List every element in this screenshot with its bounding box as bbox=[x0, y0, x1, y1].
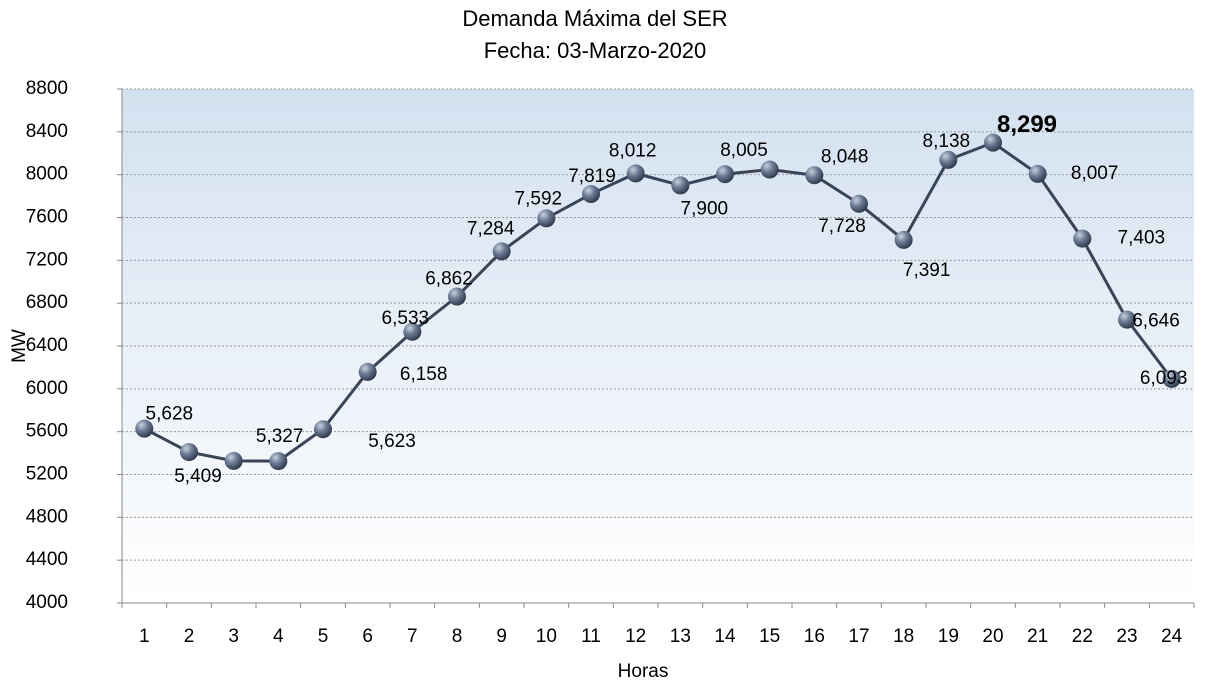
marker bbox=[805, 166, 824, 185]
marker bbox=[492, 242, 511, 261]
data-label: 8,299 bbox=[997, 111, 1057, 138]
marker bbox=[314, 420, 332, 439]
data-label: 8,005 bbox=[720, 140, 768, 161]
marker bbox=[448, 287, 466, 306]
y-tick-label: 4800 bbox=[26, 506, 68, 527]
x-tick-label: 9 bbox=[496, 626, 507, 647]
marker bbox=[358, 362, 377, 381]
data-label: 7,391 bbox=[903, 260, 951, 281]
x-tick-label: 1 bbox=[139, 626, 150, 647]
y-tick-label: 6000 bbox=[26, 378, 68, 399]
x-tick-label: 12 bbox=[625, 626, 646, 647]
x-tick-label: 4 bbox=[273, 626, 284, 647]
y-tick-label: 8000 bbox=[26, 164, 68, 185]
x-tick-label: 5 bbox=[318, 626, 329, 647]
marker bbox=[224, 451, 243, 470]
marker bbox=[135, 419, 154, 438]
x-tick-label: 23 bbox=[1116, 626, 1137, 647]
marker bbox=[180, 443, 198, 462]
x-tick-label: 15 bbox=[759, 626, 780, 647]
x-tick-label: 20 bbox=[982, 626, 1003, 647]
x-axis-label: Horas bbox=[618, 661, 669, 682]
x-tick-label: 17 bbox=[848, 626, 869, 647]
data-label: 6,862 bbox=[425, 269, 473, 290]
data-label: 6,646 bbox=[1132, 311, 1180, 332]
data-label: 8,012 bbox=[609, 140, 657, 161]
marker bbox=[403, 322, 422, 341]
x-tick-label: 16 bbox=[804, 626, 825, 647]
x-tick-label: 21 bbox=[1027, 626, 1048, 647]
data-label: 6,533 bbox=[382, 308, 430, 329]
data-label: 5,623 bbox=[368, 431, 416, 452]
x-tick-label: 10 bbox=[536, 626, 557, 647]
data-label: 6,093 bbox=[1140, 368, 1188, 389]
marker bbox=[894, 230, 913, 249]
x-tick-label: 24 bbox=[1161, 626, 1183, 647]
x-tick-label: 22 bbox=[1072, 626, 1093, 647]
y-tick-label: 4000 bbox=[26, 592, 68, 613]
data-label: 5,409 bbox=[174, 466, 222, 487]
data-label: 8,138 bbox=[923, 131, 971, 152]
x-tick-label: 11 bbox=[581, 626, 601, 647]
marker bbox=[626, 164, 645, 183]
data-label: 7,819 bbox=[568, 166, 616, 187]
marker bbox=[269, 452, 288, 471]
chart-subtitle: Fecha: 03-Marzo-2020 bbox=[484, 38, 707, 63]
marker bbox=[1073, 229, 1092, 248]
data-label: 5,327 bbox=[256, 426, 304, 447]
x-tick-label: 3 bbox=[228, 626, 239, 647]
x-tick-label: 19 bbox=[938, 626, 959, 647]
x-tick-label: 7 bbox=[407, 626, 418, 647]
marker bbox=[1028, 164, 1047, 183]
data-label: 7,900 bbox=[681, 198, 729, 219]
y-tick-label: 7200 bbox=[26, 249, 68, 270]
data-label: 8,007 bbox=[1071, 163, 1119, 184]
marker bbox=[939, 150, 958, 169]
x-tick-label: 14 bbox=[714, 626, 736, 647]
y-tick-label: 6400 bbox=[26, 335, 68, 356]
data-label: 7,403 bbox=[1118, 228, 1166, 249]
y-tick-label: 6800 bbox=[26, 292, 68, 313]
x-tick-label: 13 bbox=[670, 626, 691, 647]
y-tick-label: 8400 bbox=[26, 121, 68, 142]
x-tick-label: 8 bbox=[452, 626, 463, 647]
data-label: 5,628 bbox=[146, 404, 194, 425]
marker bbox=[537, 209, 556, 228]
x-tick-label: 6 bbox=[362, 626, 373, 647]
data-label: 7,592 bbox=[515, 188, 563, 209]
data-label: 6,158 bbox=[400, 364, 448, 385]
data-label: 7,728 bbox=[818, 216, 866, 237]
marker bbox=[1162, 369, 1181, 388]
marker bbox=[984, 133, 1002, 152]
marker bbox=[582, 185, 600, 204]
y-tick-label: 8800 bbox=[26, 78, 68, 99]
series-line bbox=[143, 140, 1173, 463]
marker bbox=[716, 165, 734, 184]
data-label: 7,284 bbox=[467, 218, 515, 239]
marker bbox=[760, 160, 779, 179]
x-tick-label: 2 bbox=[184, 626, 195, 647]
data-label: 8,048 bbox=[821, 147, 869, 168]
y-tick-label: 7600 bbox=[26, 207, 68, 228]
x-tick-label: 18 bbox=[893, 626, 914, 647]
y-axis-label: MW bbox=[9, 329, 30, 363]
y-tick-label: 5200 bbox=[26, 464, 68, 485]
y-tick-label: 5600 bbox=[26, 421, 68, 442]
marker bbox=[850, 194, 868, 213]
marker bbox=[671, 176, 690, 195]
chart-title: Demanda Máxima del SER bbox=[462, 6, 727, 31]
marker bbox=[1118, 310, 1136, 329]
y-tick-label: 4400 bbox=[26, 549, 68, 570]
